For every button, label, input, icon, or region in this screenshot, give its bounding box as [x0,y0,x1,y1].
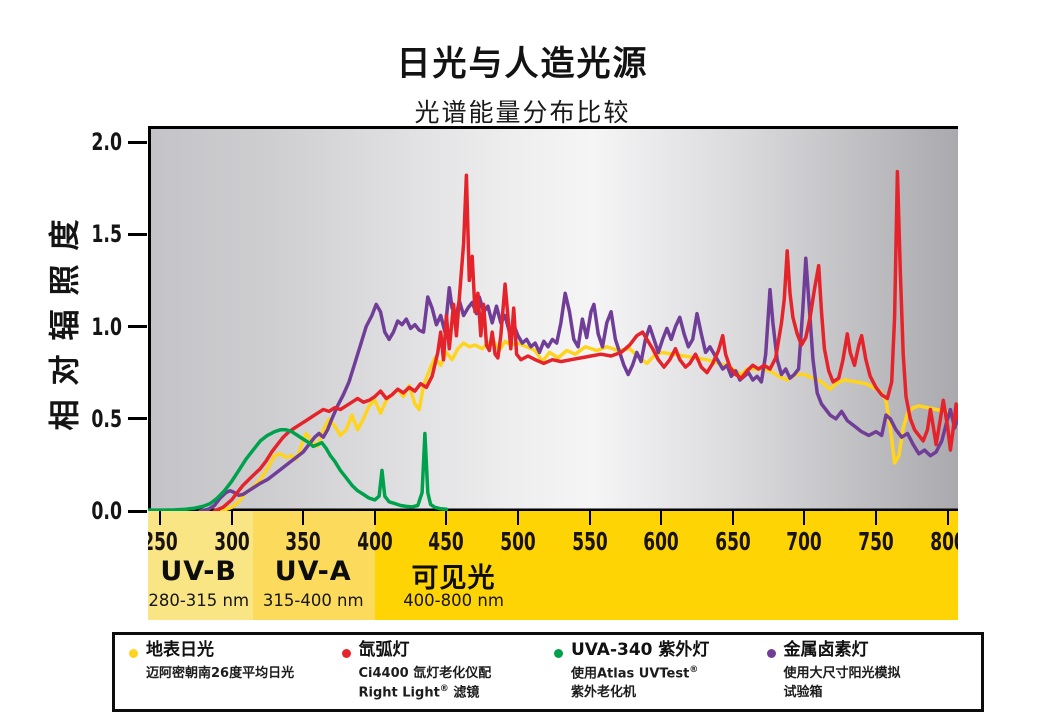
y-tick-label: 1.0 [91,312,122,341]
y-tick-mark [128,417,147,421]
band-label: 可见光 [411,563,496,594]
registered-mark: ® [689,664,699,675]
x-tick-label: 350 [285,527,321,556]
plot-area [148,126,958,511]
legend-description-line: Ci4400 氙灯老化仪配 [358,665,492,681]
band-label: UV-B [160,556,238,587]
x-tick-mark [159,511,162,525]
y-tick-mark [128,325,147,329]
figure: 相对辐照度 0.00.51.01.52.0 波长 (nm) 2503003504… [0,126,1045,620]
title-block: 日光与人造光源 光谱能量分布比较 [0,0,1045,129]
series-UVA-340 紫外灯 [148,428,449,511]
x-tick-label: 500 [500,527,536,556]
series-地表日光 [219,339,958,511]
legend-title: UVA-340 紫外灯 [571,640,710,660]
xenon-arc-dot-icon [341,649,351,658]
x-tick-mark [230,511,233,525]
registered-mark: ® [439,684,449,695]
y-tick-label: 2.0 [91,128,122,157]
daylight-dot-icon [129,649,138,658]
x-tick-mark [588,511,591,525]
legend-item-metal-halide: 金属卤素灯使用大尺寸阳光模拟 试验箱 [765,640,978,705]
x-tick-label: 400 [357,527,393,556]
legend-item-uva-340: UVA-340 紫外灯 使用Atlas UVTest® 紫外老化机 [552,640,765,705]
chart-subtitle: 光谱能量分布比较 [414,98,631,127]
x-tick-label: 650 [715,527,751,556]
x-tick-mark [445,511,448,525]
x-tick-label: 250 [148,527,178,556]
y-tick-label: 0.0 [91,497,122,525]
legend-description-line: 迈阿密朝南26度平均日光 [146,665,295,681]
x-tick-mark [302,511,305,525]
x-tick-label: 600 [643,527,679,556]
x-tick-mark [731,511,734,525]
spectral-curves-svg [148,126,958,511]
x-tick-mark [803,511,806,525]
legend-description-line: Right Light® 滤镜 [358,684,480,701]
legend-text: 金属卤素灯使用大尺寸阳光模拟 试验箱 [783,640,901,703]
legend-item-xenon-arc: 氙弧灯 Ci4400 氙灯老化仪配 Right Light® 滤镜 [340,640,553,705]
x-tick-mark [946,511,949,525]
wavelength-band-strip: 波长 (nm) 25030035040045050055060065070075… [148,511,958,620]
x-tick-label: 750 [858,527,894,556]
band-range-label: 400-800 nm [403,591,504,610]
legend-description-line: 使用Atlas UVTest® [571,664,699,681]
metal-halide-dot-icon [766,649,776,658]
band-label: UV-A [274,556,352,587]
legend-description-line: 试验箱 [783,685,823,701]
band-UV-B [148,511,254,620]
y-tick-mark [128,509,147,513]
x-tick-label: 700 [786,527,823,556]
chart-title: 日光与人造光源 [396,44,649,84]
x-tick-mark [373,511,376,525]
series-金属卤素灯 [198,256,958,511]
legend-text: UVA-340 紫外灯 使用Atlas UVTest® 紫外老化机 [571,640,710,703]
x-tick-label: 450 [428,527,465,556]
legend-item-daylight: 地表日光迈阿密朝南26度平均日光 [127,640,340,705]
legend-text: 氙弧灯 Ci4400 氙灯老化仪配 Right Light® 滤镜 [358,640,492,703]
x-tick-label: 550 [571,527,608,556]
legend-title: 氙弧灯 [358,640,410,660]
legend-box: 地表日光迈阿密朝南26度平均日光 氙弧灯 Ci4400 氙灯老化仪配 Right Li… [112,632,984,712]
x-tick-mark [516,511,519,525]
x-tick-label: 800 [929,527,958,556]
series-氙弧灯 [212,169,958,511]
band-UV-A [253,511,375,620]
y-tick-mark [128,232,147,236]
band-range-label: 280-315 nm [148,591,250,610]
legend-text: 地表日光迈阿密朝南26度平均日光 [146,640,295,683]
legend-description-line: 使用大尺寸阳光模拟 [783,665,901,681]
y-tick-label: 1.5 [91,220,122,249]
y-tick-mark [128,140,147,144]
y-axis-title: 相对辐照度 [47,205,84,431]
band-range-label: 315-400 nm [262,591,364,610]
legend-description-line: 紫外老化机 [571,685,637,701]
x-tick-label: 300 [213,527,250,556]
legend-title: 地表日光 [146,640,214,660]
uva-340-dot-icon [554,649,563,658]
y-tick-label: 0.5 [91,404,122,433]
x-tick-mark [874,511,877,525]
legend-title: 金属卤素灯 [783,640,869,660]
band-可见光 [374,511,958,620]
x-tick-mark [660,511,663,525]
